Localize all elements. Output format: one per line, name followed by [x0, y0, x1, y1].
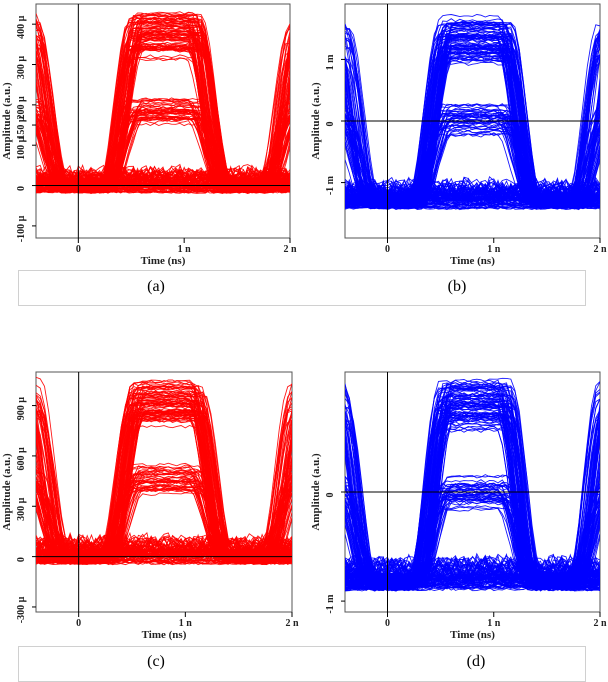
eye-trace [345, 50, 600, 203]
eye-trace [36, 411, 292, 556]
eye-trace [36, 399, 292, 556]
eye-trace [345, 55, 600, 202]
trace-group [345, 14, 600, 211]
x-tick-label: 0 [76, 244, 81, 255]
y-tick-label: -100 µ [16, 215, 27, 242]
y-axis-label: Amplitude (a.u.) [1, 453, 13, 531]
y-tick-label: 200 µ [16, 96, 27, 120]
x-tick-label: 0 [385, 244, 390, 255]
trace-group [345, 377, 600, 592]
eye-trace [36, 30, 290, 187]
eye-trace [36, 36, 290, 188]
chart-panel-d: 0 1 n 2 n -1 m 0 Time (ns) Amplitude (a.u.) [310, 371, 607, 641]
y-tick-label: 0 [325, 122, 336, 127]
y-axis-label: Amplitude (a.u.) [1, 82, 13, 160]
eye-trace [345, 51, 600, 200]
x-tick-label: 2 n [283, 244, 297, 255]
eye-trace [345, 51, 600, 200]
eye-trace [345, 56, 600, 200]
eye-trace [36, 41, 290, 182]
chart-panel-b: 0 1 n 2 n -1 m 0 1 m Time (ns) Amplitude (a.u.) [310, 3, 607, 267]
trace-group [36, 376, 292, 566]
x-axis-label: Time (ns) [450, 629, 495, 641]
x-axis-label: Time (ns) [450, 255, 495, 267]
y-axis-label: Amplitude (a.u.) [310, 82, 322, 160]
x-axis-label: Time (ns) [142, 629, 187, 641]
eye-trace [36, 43, 290, 181]
x-axis-label: Time (ns) [141, 255, 186, 267]
eye-trace [345, 23, 600, 202]
eye-trace [345, 54, 600, 197]
y-tick-label: 100 µ [16, 136, 27, 160]
eye-trace [36, 27, 290, 182]
y-tick-label: 300 µ [16, 497, 27, 521]
x-tick-label: 1 n [179, 618, 193, 629]
y-tick-label: -1 m [325, 175, 336, 195]
y-tick-label: 1 m [325, 54, 336, 71]
y-tick-label: 300 µ [16, 56, 27, 80]
trace-group [36, 11, 290, 195]
eye-trace [345, 29, 600, 200]
caption-b: (b) [447, 278, 467, 295]
x-tick-label: 0 [76, 618, 81, 629]
eye-trace [345, 50, 600, 203]
y-tick-label: 0 [16, 557, 27, 562]
eye-trace [345, 36, 600, 200]
x-tick-label: 0 [385, 618, 390, 629]
y-tick-label: 0 [16, 186, 27, 191]
y-tick-label: 900 µ [16, 397, 27, 421]
eye-trace [36, 404, 292, 555]
caption-c: (c) [147, 653, 165, 670]
y-tick-label: -300 µ [16, 596, 27, 623]
eye-trace [36, 401, 292, 554]
y-tick-label: 0 [325, 493, 336, 498]
eye-trace [36, 19, 290, 188]
eye-trace [36, 401, 292, 554]
y-tick-label: -1 m [325, 594, 336, 614]
y-tick-label: 600 µ [16, 447, 27, 471]
y-axis-label: Amplitude (a.u.) [310, 453, 322, 531]
x-tick-label: 1 n [487, 244, 501, 255]
x-tick-label: 1 n [178, 244, 192, 255]
y-tick-label: 150 µ [16, 116, 27, 140]
caption-d: (d) [466, 653, 486, 670]
eye-trace [36, 401, 292, 552]
eye-trace [36, 396, 292, 555]
x-tick-label: 2 n [593, 618, 607, 629]
eye-trace [345, 48, 600, 203]
x-tick-label: 2 n [593, 244, 607, 255]
x-tick-label: 1 n [487, 618, 501, 629]
x-tick-label: 2 n [285, 618, 299, 629]
eye-trace [36, 16, 290, 183]
chart-panel-c: 0 1 n 2 n -300 µ 0 300 µ 600 µ 900 µ Time (ns) Am… [1, 371, 299, 641]
y-tick-label: 400 µ [16, 15, 27, 39]
caption-box-top [18, 270, 586, 306]
caption-a: (a) [147, 278, 165, 295]
